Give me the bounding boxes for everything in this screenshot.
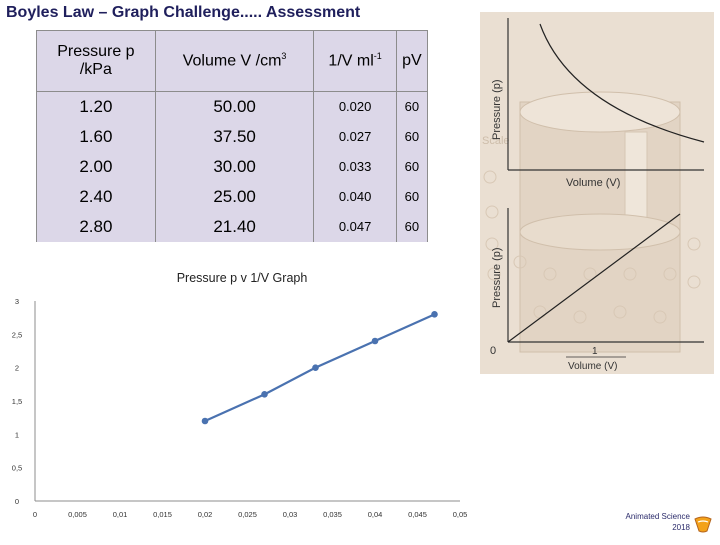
bottom-graph-x-denominator: Volume (V) [568,361,617,372]
cylinder-top [519,91,681,133]
data-point [261,391,268,398]
inverse-volume-cell: 0.033 [313,151,397,182]
pressure-header-line1: Pressure p [57,43,135,60]
pv-header: pV [395,30,429,92]
x-tick-label: 0,005 [68,510,87,519]
table-row: 1.60 37.50 0.027 60 [36,121,429,152]
y-tick-label: 0 [15,497,19,506]
chart-title: Pressure p v 1/V Graph [177,271,308,285]
pressure-header: Pressure p /kPa [36,30,156,92]
data-point [312,364,319,371]
pressure-cell: 1.60 [36,121,156,152]
volume-cell: 30.00 [154,151,315,182]
pressure-cell: 2.00 [36,151,156,182]
x-tick-label: 0,03 [283,510,298,519]
table-row: 2.80 21.40 0.047 60 [36,211,429,242]
pv-header-text: pV [402,52,422,69]
x-tick-label: 0,01 [113,510,128,519]
inverse-volume-header-sup: -1 [373,51,382,62]
inverse-volume-header-text: 1/V ml [328,52,374,70]
scale-watermark: Scale [482,135,510,147]
animated-science-logo [692,512,714,534]
data-point [371,337,379,345]
volume-header-sup: 3 [281,51,287,62]
pv-cell: 60 [395,121,429,152]
bottom-graph-line [507,213,681,343]
pv-cell: 60 [395,181,429,212]
illustration-svg: Scale Pressure (p) Volume (V) Pressure (… [480,12,714,374]
footer-year: 2018 [672,523,690,532]
volume-header: Volume V /cm3 [154,30,315,92]
inverse-volume-cell: 0.020 [313,91,397,122]
table-row: 1.20 50.00 0.020 60 [36,91,429,122]
inverse-volume-cell: 0.047 [313,211,397,242]
boyles-law-illustration: Scale Pressure (p) Volume (V) Pressure (… [480,12,714,374]
volume-cell: 50.00 [154,91,315,122]
footer-brand: Animated Science [625,512,690,521]
y-tick-label: 1,5 [12,397,22,406]
volume-header-text: Volume V /cm [182,52,282,70]
data-point [201,417,209,425]
volume-cell: 21.40 [154,211,315,242]
pressure-cell: 2.80 [36,211,156,242]
x-tick-label: 0,04 [368,510,383,519]
volume-cell: 37.50 [154,121,315,152]
bubble-decorations [483,170,701,324]
pv-cell: 60 [395,91,429,122]
y-tick-label: 2 [15,364,19,373]
pv-cell: 60 [395,211,429,242]
piston-plate [519,213,681,251]
x-tick-label: 0,05 [453,510,468,519]
top-graph-curve [539,23,705,143]
series-line [204,313,435,423]
bottom-graph-x-numerator: 1 [592,346,598,357]
y-tick-label: 2,5 [12,330,22,339]
volume-cell: 25.00 [154,181,315,212]
x-tick-label: 0,015 [153,510,172,519]
bottom-graph-origin: 0 [490,345,496,357]
y-tick-label: 3 [15,297,19,306]
footer-credit: Animated Science 2018 [610,511,690,533]
table-header-row: Pressure p /kPa Volume V /cm3 1/V ml-1 p… [36,30,429,92]
inverse-volume-cell: 0.027 [313,121,397,152]
x-tick-label: 0,045 [408,510,427,519]
pressure-header-line2: /kPa [79,61,112,78]
inverse-volume-header: 1/V ml-1 [313,30,397,92]
x-tick-label: 0,035 [323,510,342,519]
x-tick-label: 0,02 [198,510,213,519]
x-tick-label: 0 [33,510,37,519]
chart-svg: Pressure p v 1/V Graph 0 0,005 0,01 0,015 0,… [12,271,468,519]
pressure-inverse-volume-chart: Pressure p v 1/V Graph 0 0,005 0,01 0,015 0,… [0,262,480,540]
logo-icon [694,516,712,533]
y-tick-label: 0,5 [12,464,22,473]
top-graph-ylabel: Pressure (p) [491,79,503,140]
chart-axes [34,301,460,502]
chart-ticks: 0 0,005 0,01 0,015 0,02 0,025 0,03 0,035 0,04 0,0… [12,297,468,519]
chart-series [201,311,438,425]
pressure-cell: 2.40 [36,181,156,212]
data-table: Pressure p /kPa Volume V /cm3 1/V ml-1 p… [36,30,429,242]
pv-cell: 60 [395,151,429,182]
data-point [431,311,438,318]
table-row: 2.40 25.00 0.040 60 [36,181,429,212]
table-row: 2.00 30.00 0.033 60 [36,151,429,182]
y-tick-label: 1 [15,430,19,439]
pressure-cell: 1.20 [36,91,156,122]
x-tick-label: 0,025 [238,510,257,519]
top-graph-xlabel: Volume (V) [566,177,620,189]
bottom-graph-ylabel: Pressure (p) [491,247,503,308]
inverse-volume-cell: 0.040 [313,181,397,212]
slide-title: Boyles Law – Graph Challenge..... Assess… [6,4,361,21]
